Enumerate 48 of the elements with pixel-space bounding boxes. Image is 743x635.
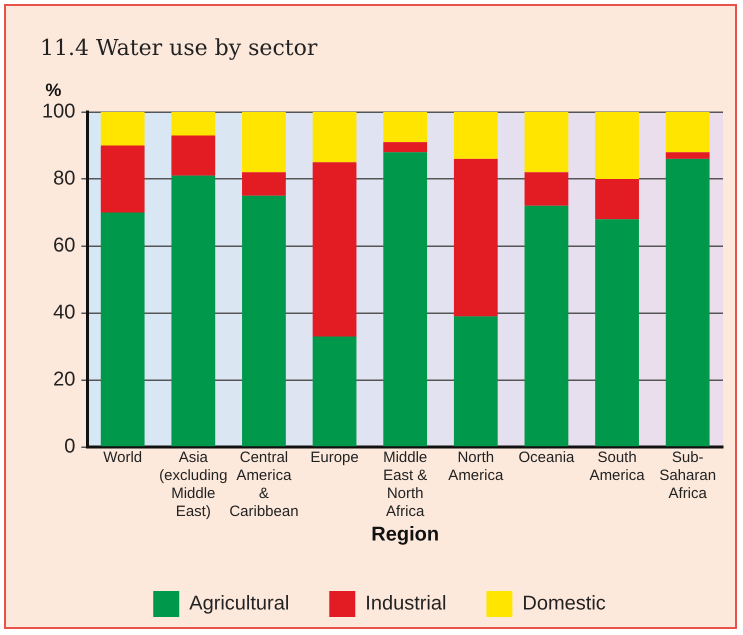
bar — [100, 112, 145, 146]
bar — [242, 172, 286, 196]
bar — [524, 112, 568, 172]
bar — [383, 152, 428, 446]
bar — [595, 112, 639, 179]
bar — [454, 112, 498, 159]
bar — [171, 112, 216, 136]
x-tick-label: Sub- Saharan Africa — [659, 449, 716, 502]
x-tick-label: Asia (excluding Middle East) — [159, 449, 228, 520]
x-tick-label: Oceania — [518, 449, 576, 466]
x-tick-label: Central America & Caribbean — [229, 449, 299, 520]
y-tick-label: 100 — [42, 100, 76, 123]
bar — [454, 316, 498, 446]
bar — [242, 196, 286, 446]
bar — [666, 158, 710, 446]
y-tick-label: 0 — [64, 436, 76, 458]
bar — [595, 219, 639, 446]
bar — [454, 158, 498, 316]
y-tick-label: 60 — [53, 234, 76, 257]
bar — [312, 336, 356, 446]
bar — [595, 179, 639, 220]
bar — [312, 162, 356, 336]
bar — [100, 146, 145, 212]
bar — [100, 212, 145, 446]
bar — [171, 135, 216, 176]
legend-label: Domestic — [522, 592, 606, 615]
chart-title: 11.4 Water use by sector — [40, 36, 318, 61]
y-axis-title: % — [45, 80, 62, 100]
x-tick-label: World — [103, 449, 142, 466]
legend-label: Industrial — [365, 592, 446, 615]
bar — [524, 206, 568, 446]
x-axis-title: Region — [371, 524, 440, 546]
bar — [171, 176, 216, 446]
bar — [524, 172, 568, 206]
y-tick-label: 80 — [53, 168, 76, 190]
x-tick-label: South America — [590, 449, 646, 484]
y-tick-label: 40 — [53, 302, 76, 324]
x-tick-label: Middle East & North Africa — [383, 449, 428, 520]
y-tick-label: 20 — [53, 368, 76, 391]
x-tick-label: Europe — [310, 449, 359, 466]
bar — [666, 152, 710, 159]
x-tick-label: North America — [448, 449, 504, 484]
legend-label: Agricultural — [189, 592, 290, 615]
bar — [312, 112, 356, 162]
bar — [383, 142, 428, 152]
bar — [383, 112, 428, 142]
bar — [666, 112, 710, 152]
bar — [242, 112, 286, 172]
